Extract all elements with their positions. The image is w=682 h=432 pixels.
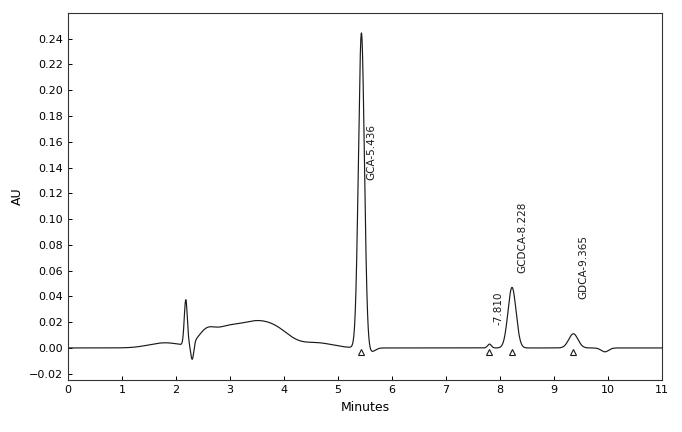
Text: -7.810: -7.810: [494, 291, 503, 325]
Y-axis label: AU: AU: [11, 188, 24, 205]
X-axis label: Minutes: Minutes: [340, 400, 389, 413]
Text: GCDCA-8.228: GCDCA-8.228: [518, 202, 527, 273]
Text: GDCA-9.365: GDCA-9.365: [579, 235, 589, 299]
Text: GCA-5.436: GCA-5.436: [366, 124, 376, 181]
